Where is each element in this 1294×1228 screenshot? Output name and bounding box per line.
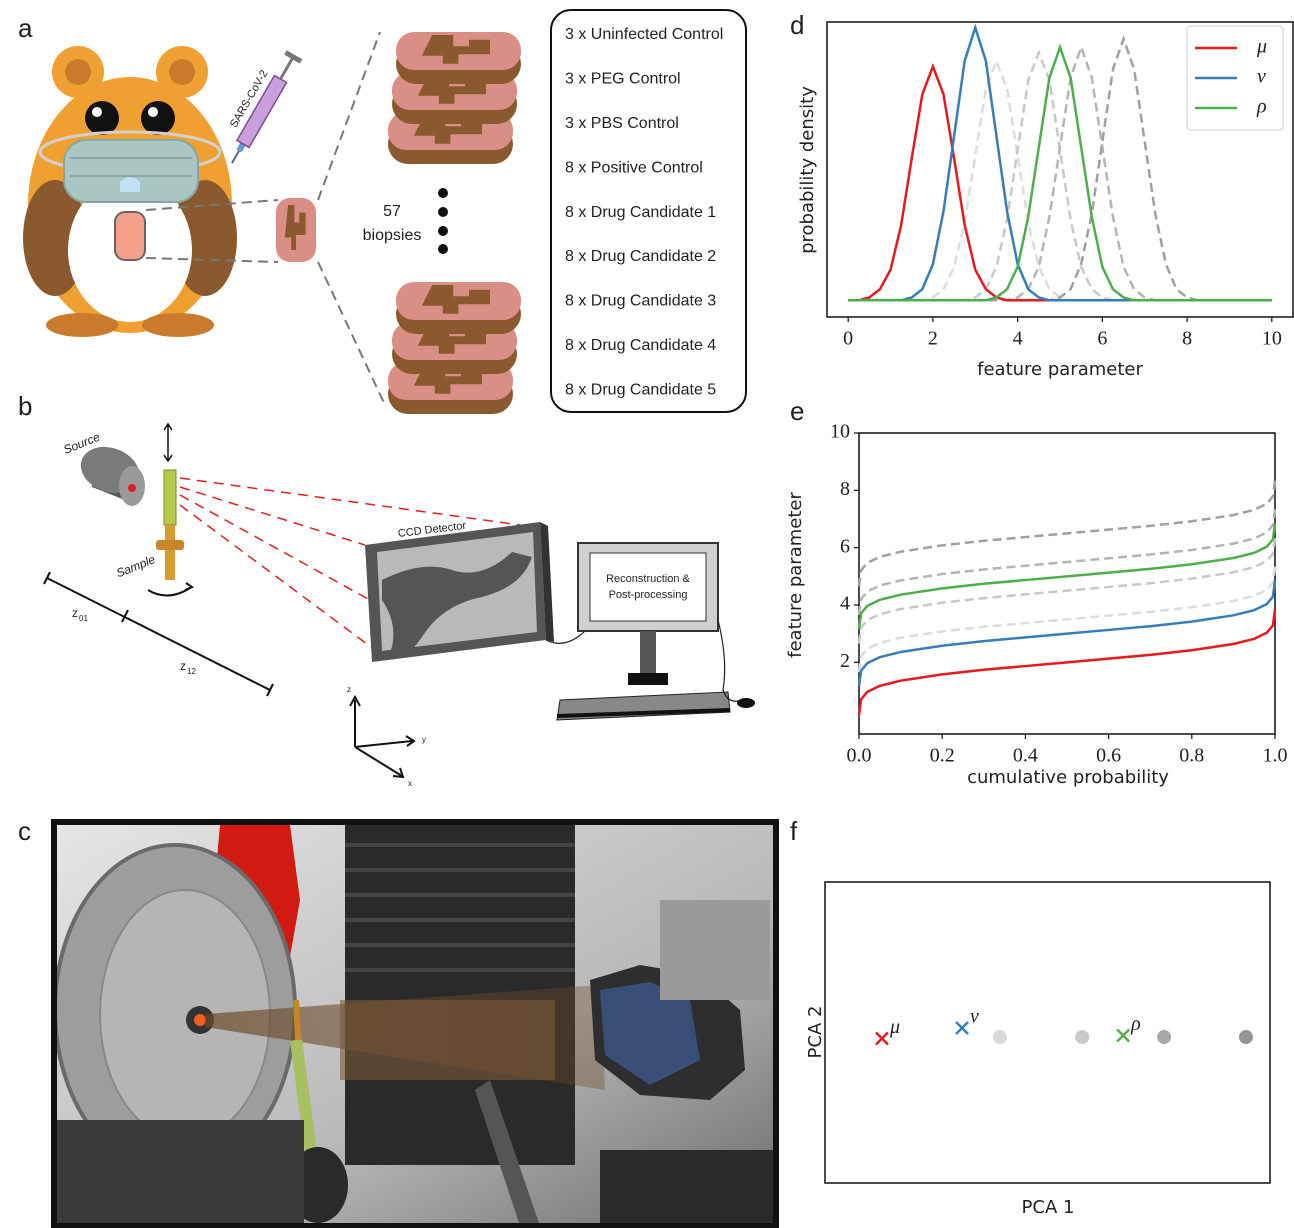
x-axis-label: feature parameter (977, 359, 1143, 380)
panel-label: e (790, 396, 804, 426)
point-cross (956, 1022, 968, 1034)
y-tick-label: 10 (830, 421, 850, 443)
biopsy-text: biopsies (363, 227, 422, 244)
ellipsis-dots (438, 188, 448, 254)
group-label: 8 x Positive Control (565, 159, 703, 176)
x-tick-label: 0.8 (1179, 745, 1204, 767)
x-axis-label: PCA 1 (1022, 1197, 1075, 1218)
group-label: 3 x PBS Control (565, 115, 679, 132)
x-tick-label: 0.0 (847, 745, 872, 767)
hamster (23, 46, 237, 337)
axis-name: x (408, 779, 412, 788)
line-series (859, 523, 1275, 629)
axis-name: z (347, 685, 351, 694)
group-label: 8 x Drug Candidate 3 (565, 293, 716, 310)
line-series (859, 480, 1275, 586)
y-axis-label: probability density (797, 86, 818, 254)
point (1239, 1030, 1253, 1044)
photo (54, 822, 776, 1226)
sample-label: Sample (114, 552, 157, 580)
point-label: μ (889, 1016, 900, 1038)
x-tick-label: 0.6 (1096, 745, 1121, 767)
plot-frame (859, 433, 1275, 734)
group-label: 8 x Drug Candidate 1 (565, 204, 716, 221)
line-series (859, 581, 1275, 687)
charts: feature parameter probability density 0 2 4 6… (785, 22, 1293, 1218)
panel-label: c (18, 816, 31, 846)
x-tick-label: 10 (1262, 328, 1282, 350)
panel-label: d (790, 10, 804, 40)
group-label: 8 x Drug Candidate 4 (565, 337, 716, 354)
panel-label: f (790, 816, 798, 846)
legend-label: ν (1257, 66, 1266, 88)
axis-name: y (422, 735, 426, 744)
biopsy-illustrations (276, 32, 521, 414)
distance-symbol: z (180, 659, 186, 673)
computer-label: Post-processing (609, 589, 688, 601)
x-tick-label: 4 (1013, 328, 1023, 350)
x-tick-label: 1.0 (1263, 745, 1288, 767)
point (993, 1030, 1007, 1044)
y-axis-label: PCA 2 (805, 1006, 826, 1059)
distance-symbol: z (72, 606, 78, 620)
x-tick-label: 0.2 (930, 745, 955, 767)
syringe: SARS-CoV-2 (212, 43, 302, 167)
legend-label: ρ (1256, 96, 1267, 118)
point-cross (876, 1033, 888, 1045)
y-tick-label: 6 (840, 535, 850, 557)
x-tick-label: 2 (928, 328, 938, 350)
distance-subscript: 12 (187, 667, 196, 676)
legend-label: μ (1256, 36, 1267, 58)
group-label: 3 x Uninfected Control (565, 26, 723, 43)
x-tick-label: 8 (1182, 328, 1192, 350)
point-cross (1117, 1030, 1129, 1042)
y-tick-label: 4 (840, 593, 850, 615)
x-tick-label: 0 (843, 328, 853, 350)
group-label: 8 x Drug Candidate 5 (565, 381, 716, 398)
group-label: 8 x Drug Candidate 2 (565, 248, 716, 265)
x-axis-label: cumulative probability (967, 767, 1169, 788)
point (1075, 1030, 1089, 1044)
y-tick-label: 2 (840, 650, 850, 672)
point-label: ρ (1130, 1013, 1141, 1035)
biopsy-count: 57 (383, 203, 401, 220)
line-series (859, 609, 1275, 715)
x-tick-label: 0.4 (1013, 745, 1038, 767)
panel-label: a (18, 13, 33, 43)
y-tick-label: 8 (840, 478, 850, 500)
computer-label: Reconstruction & (606, 573, 690, 585)
figure: SARS-CoV-2 57 biopsies Source Sample z 0… (0, 0, 1294, 1228)
group-label: 3 x PEG Control (565, 71, 681, 88)
distance-subscript: 01 (79, 614, 88, 623)
x-tick-label: 6 (1097, 328, 1107, 350)
panel-label: b (18, 391, 32, 421)
y-axis-label: feature parameter (785, 492, 806, 658)
point-label: ν (970, 1006, 979, 1028)
point (1157, 1030, 1171, 1044)
